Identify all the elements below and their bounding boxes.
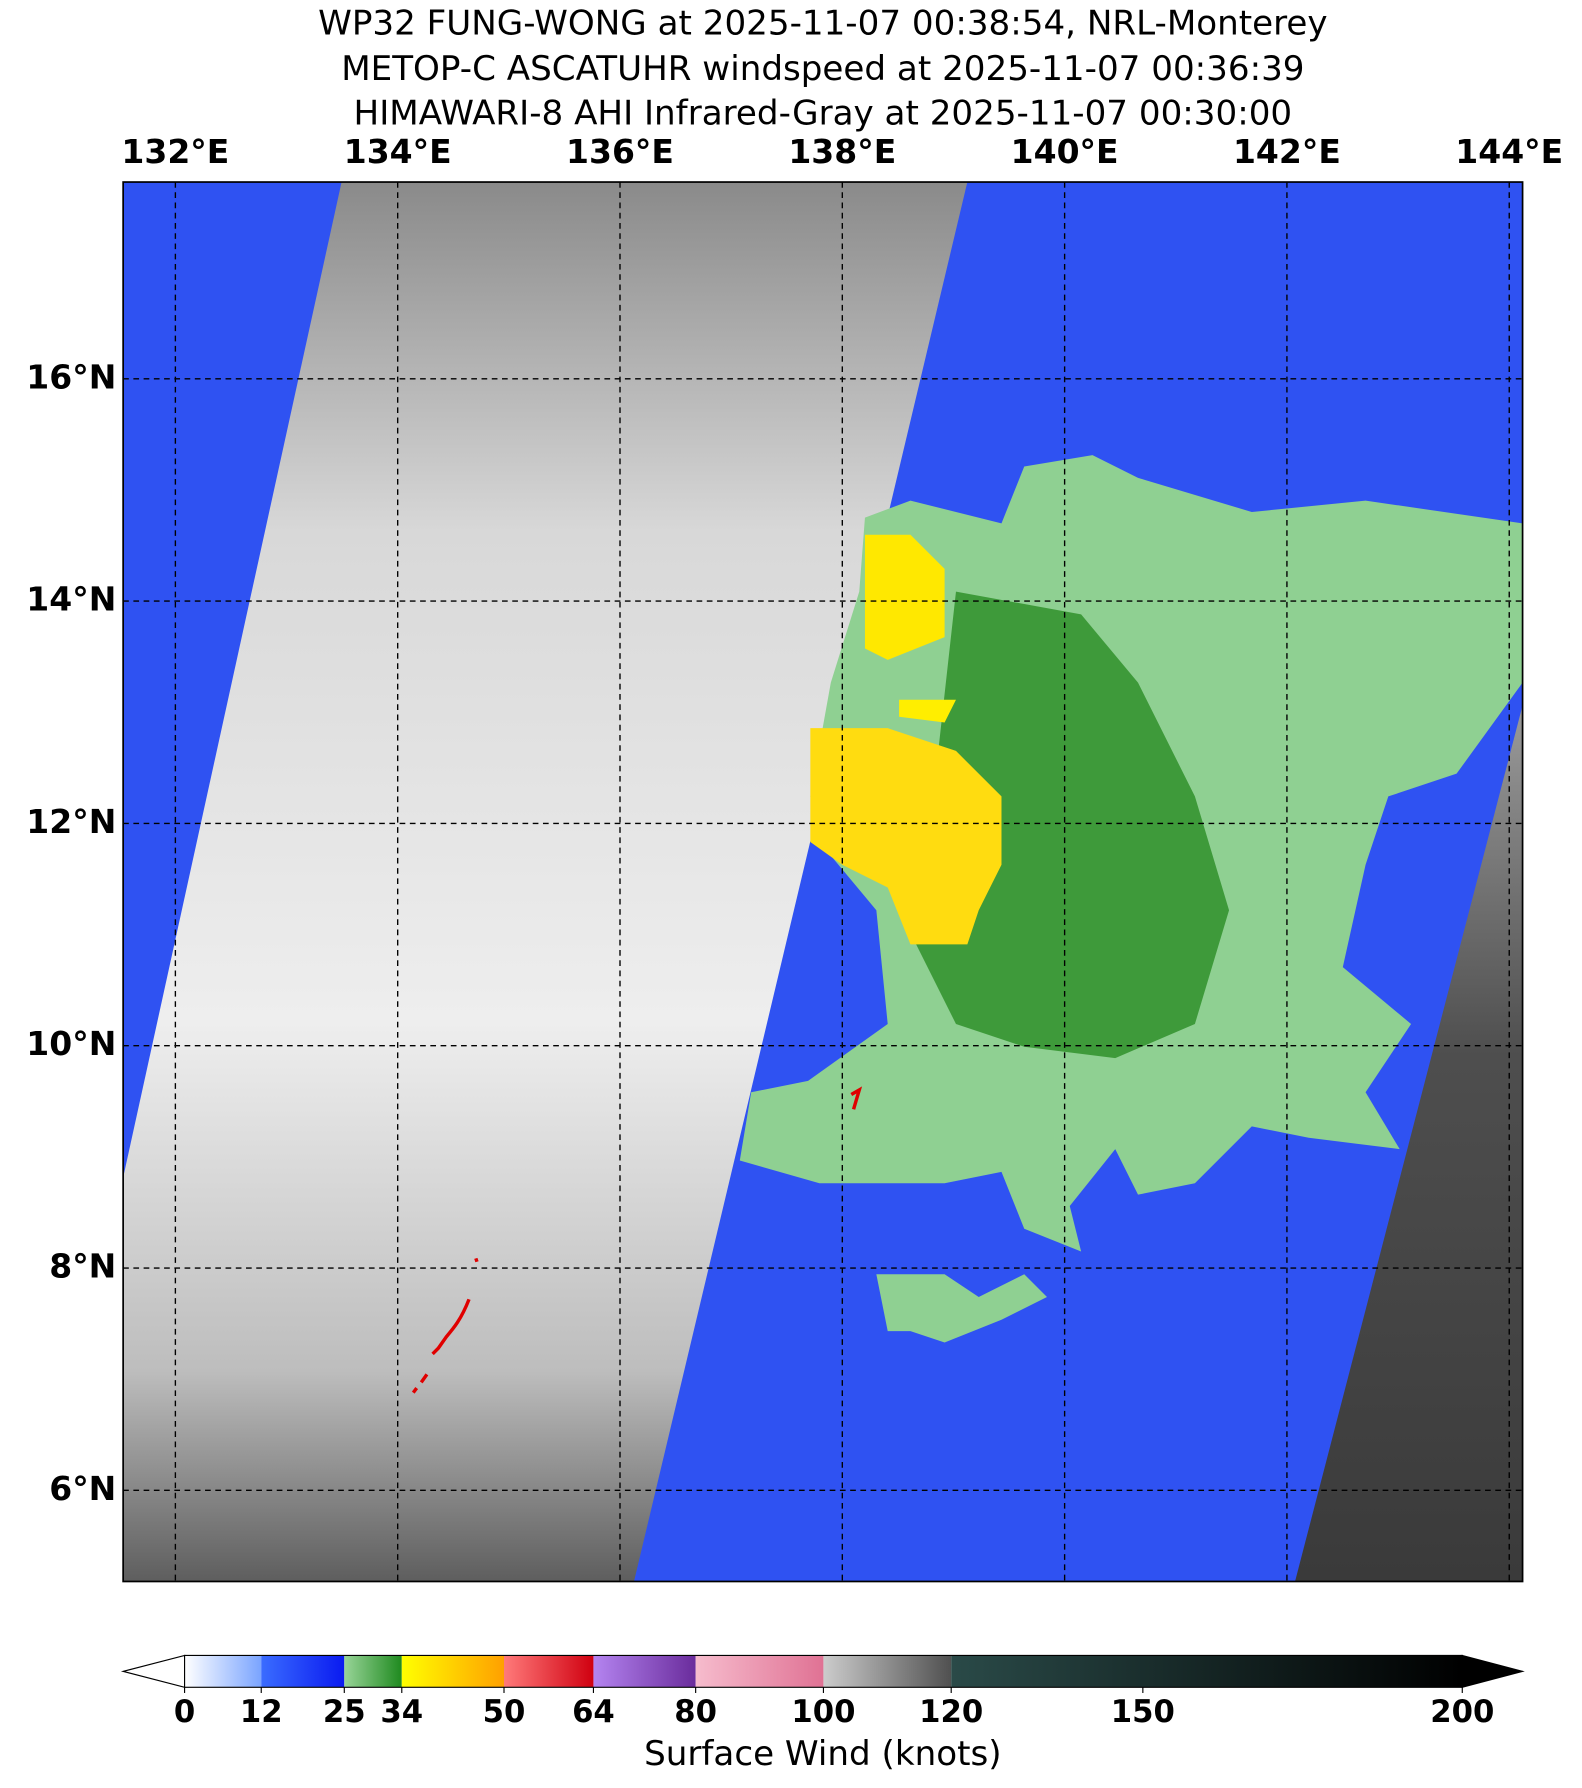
y-tick-label: 8°N <box>49 1247 116 1286</box>
coastline <box>411 1086 863 1394</box>
x-tick-label: 132°E <box>121 132 229 171</box>
colorbar-segment <box>593 1655 696 1688</box>
y-tick-label: 10°N <box>26 1024 116 1063</box>
colorbar-segment <box>695 1655 824 1688</box>
colorbar-segment <box>504 1655 594 1688</box>
y-tick-label: 16°N <box>26 357 116 396</box>
wind-34 <box>876 1274 1047 1343</box>
x-tick-label: 138°E <box>788 132 896 171</box>
wind-40 <box>899 699 956 723</box>
y-tick-label: 14°N <box>26 580 116 619</box>
colorbar-tick-label: 25 <box>323 1694 366 1730</box>
colorbar-tick-label: 12 <box>240 1694 283 1730</box>
colorbar-under <box>120 1654 186 1689</box>
infrared-swath <box>123 182 968 1582</box>
y-tick-label: 12°N <box>26 802 116 841</box>
colorbar-tick-label: 34 <box>380 1694 423 1730</box>
colorbar-tick-label: 200 <box>1430 1694 1494 1730</box>
x-tick-label: 142°E <box>1233 132 1341 171</box>
colorbar-over <box>1461 1654 1525 1689</box>
colorbar-tick-label: 50 <box>483 1694 526 1730</box>
title: HIMAWARI-8 AHI Infrared-Gray at 2025-11-… <box>354 93 1293 133</box>
colorbar-segment <box>823 1655 952 1688</box>
map-frame <box>122 181 1524 1583</box>
title: METOP-C ASCATUHR windspeed at 2025-11-07… <box>341 49 1304 89</box>
colorbar-tick-label: 0 <box>174 1694 195 1730</box>
colorbar-segment <box>401 1655 505 1688</box>
map-imagery <box>123 182 1523 1582</box>
colorbar-tick-label: 64 <box>572 1694 615 1730</box>
x-tick-label: 140°E <box>1011 132 1119 171</box>
x-tick-label: 136°E <box>566 132 674 171</box>
colorbar-tick-label: 150 <box>1111 1694 1175 1730</box>
title: WP32 FUNG-WONG at 2025-11-07 00:38:54, N… <box>318 4 1328 44</box>
colorbar-tick-label: 100 <box>791 1694 855 1730</box>
colorbar-tick-label: 80 <box>674 1694 717 1730</box>
colorbar-segment <box>344 1655 402 1688</box>
colorbar-label: Surface Wind (knots) <box>644 1734 1002 1774</box>
x-tick-label: 144°E <box>1455 132 1563 171</box>
wind-40 <box>864 534 945 660</box>
infrared-swath <box>1295 705 1523 1582</box>
wind-40 <box>810 728 1002 945</box>
x-tick-label: 134°E <box>344 132 452 171</box>
colorbar-segment <box>184 1655 262 1688</box>
colorbar-tick-label: 120 <box>919 1694 983 1730</box>
colorbar-segment <box>261 1655 345 1688</box>
y-tick-label: 6°N <box>49 1469 116 1508</box>
colorbar-segment <box>951 1655 1463 1688</box>
wind-30 <box>910 591 1230 1059</box>
